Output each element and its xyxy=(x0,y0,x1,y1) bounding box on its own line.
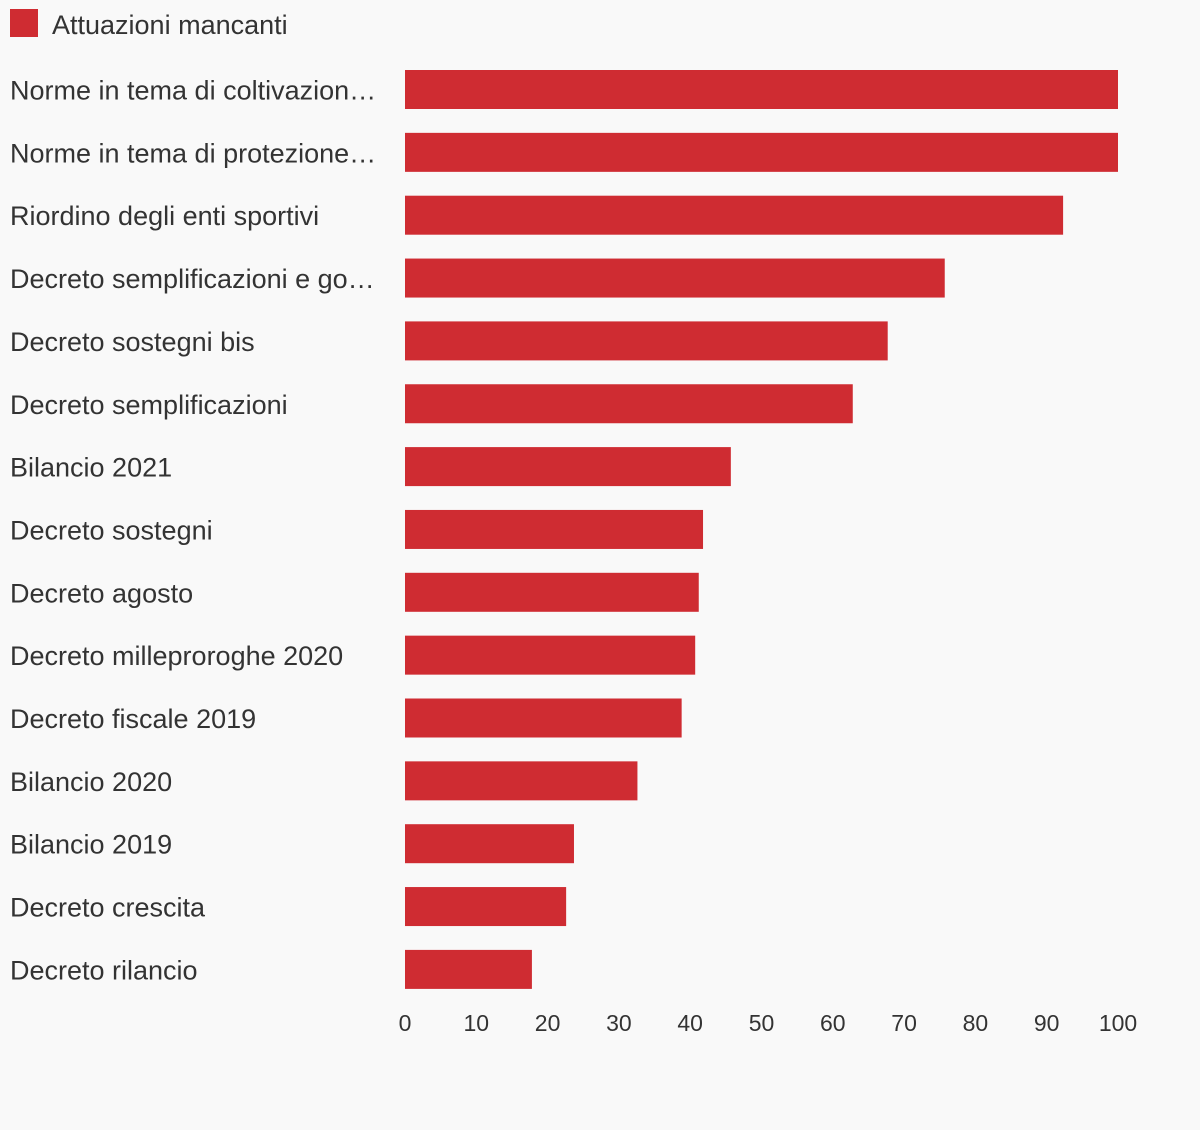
bar[interactable] xyxy=(405,824,574,864)
x-tick-label: 80 xyxy=(963,1010,989,1036)
category-label: Decreto semplificazioni e go… xyxy=(10,264,375,294)
category-label: Norme in tema di coltivazion… xyxy=(10,76,376,106)
category-label: Decreto crescita xyxy=(10,893,206,923)
legend-label: Attuazioni mancanti xyxy=(52,9,288,40)
x-tick-label: 50 xyxy=(749,1010,775,1036)
category-label: Decreto sostegni bis xyxy=(10,327,255,357)
x-tick-label: 20 xyxy=(535,1010,561,1036)
bars xyxy=(405,70,1118,989)
bar[interactable] xyxy=(405,447,731,487)
x-tick-label: 40 xyxy=(677,1010,703,1036)
bar[interactable] xyxy=(405,887,567,927)
bar[interactable] xyxy=(405,949,532,989)
category-label: Decreto sostegni xyxy=(10,515,213,545)
x-tick-label: 70 xyxy=(891,1010,917,1036)
category-label: Decreto semplificazioni xyxy=(10,390,288,420)
category-label: Norme in tema di protezione… xyxy=(10,138,376,168)
x-tick-label: 100 xyxy=(1099,1010,1137,1036)
category-label: Decreto rilancio xyxy=(10,955,198,985)
bar[interactable] xyxy=(405,572,699,612)
x-tick-label: 30 xyxy=(606,1010,632,1036)
category-label: Decreto milleproroghe 2020 xyxy=(10,641,343,671)
bar[interactable] xyxy=(405,698,682,738)
bar[interactable] xyxy=(405,635,696,675)
x-axis-ticks: 0 10 20 30 40 50 60 70 80 90 100 xyxy=(399,1010,1138,1036)
x-tick-label: 60 xyxy=(820,1010,846,1036)
category-label: Decreto fiscale 2019 xyxy=(10,704,256,734)
x-tick-label: 90 xyxy=(1034,1010,1060,1036)
bar[interactable] xyxy=(405,70,1118,109)
bar[interactable] xyxy=(405,258,945,298)
category-label: Decreto agosto xyxy=(10,578,193,608)
category-label: Riordino degli enti sportivi xyxy=(10,201,319,231)
bar[interactable] xyxy=(405,321,888,361)
legend: Attuazioni mancanti xyxy=(10,9,288,40)
legend-swatch xyxy=(10,9,38,37)
bar[interactable] xyxy=(405,384,853,424)
x-tick-label: 0 xyxy=(399,1010,412,1036)
bar[interactable] xyxy=(405,761,638,801)
bar[interactable] xyxy=(405,195,1064,235)
category-label: Bilancio 2019 xyxy=(10,830,172,860)
bar[interactable] xyxy=(405,509,704,549)
bar[interactable] xyxy=(405,132,1118,172)
category-label: Bilancio 2021 xyxy=(10,453,172,483)
category-label: Bilancio 2020 xyxy=(10,767,172,797)
x-tick-label: 10 xyxy=(464,1010,490,1036)
category-labels: Norme in tema di coltivazion… Norme in te… xyxy=(10,76,376,986)
